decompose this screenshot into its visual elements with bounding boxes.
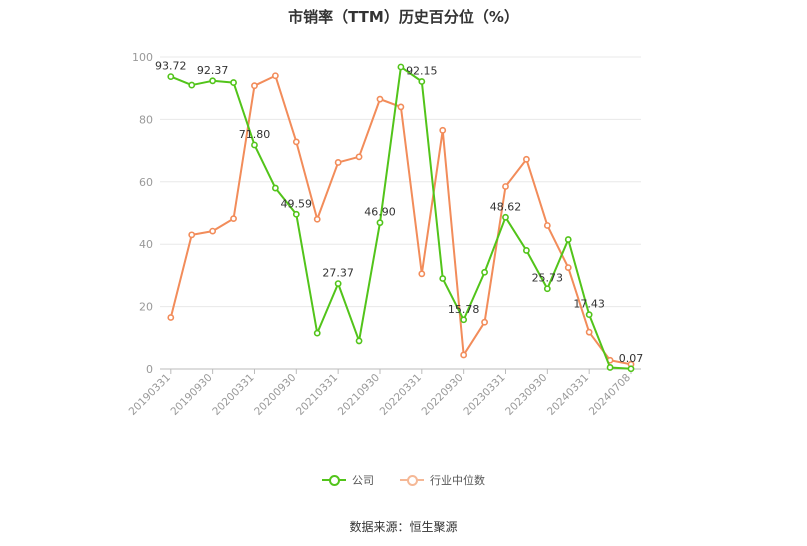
series-company [167,63,635,373]
industry-point [585,328,593,336]
industry-point [481,318,488,326]
industry-point [292,138,300,146]
company-point [334,280,342,288]
y-tick-label: 40 [139,238,153,251]
data-source: 数据来源：恒生聚源 [349,520,458,534]
y-tick-label: 0 [146,363,153,376]
x-tick-label: 20190331 [127,372,173,418]
x-tick-label: 20200331 [210,372,256,418]
industry-point [418,270,426,278]
company-point [543,285,551,293]
legend-item-company[interactable]: 公司 [322,472,374,488]
y-tick-label: 100 [132,51,153,64]
x-tick-label: 20220930 [419,372,465,418]
company-point [460,316,468,324]
data-label: 92.37 [197,64,229,77]
x-axis: 2019033120190930202003312020093020210331… [127,368,641,418]
company-point [481,268,488,276]
data-label: 71.80 [239,128,271,141]
data-label: 49.59 [281,197,313,210]
x-tick-label: 20200930 [252,372,298,418]
industry-point [376,95,384,103]
data-label: 0.07 [619,352,644,365]
data-label: 27.37 [322,267,354,280]
x-tick-label: 20220331 [378,372,424,418]
x-tick-label: 20240708 [587,372,633,418]
industry-point [313,215,321,223]
company-point [585,311,593,319]
data-label: 25.73 [532,272,564,285]
data-label: 93.72 [155,60,187,73]
company-point [292,210,300,218]
legend-item-industry[interactable]: 行业中位数 [400,472,485,488]
y-tick-label: 60 [139,176,153,189]
series-industry [167,72,635,368]
industry-point [460,351,468,359]
company-point [313,329,321,337]
company-point [523,247,530,254]
company-point [167,73,175,80]
y-tick-label: 20 [139,301,153,314]
y-tick-label: 80 [139,113,153,126]
data-label: 92.15 [406,64,438,77]
x-tick-label: 20210331 [294,372,340,418]
chart-title: 市销率（TTM）历史百分位（%） [288,8,519,26]
company-point [188,81,196,89]
industry-point [355,153,363,161]
company-point [606,364,614,371]
industry-point [439,126,447,134]
data-label: 48.62 [490,200,522,213]
data-label: 15.78 [448,303,480,316]
x-tick-label: 20210930 [336,372,382,418]
industry-point [523,155,530,163]
data-label: 17.43 [573,298,605,311]
legend-company-marker-icon [322,474,346,486]
company-point [230,79,237,86]
x-tick-label: 20230331 [461,372,507,418]
legend-industry-label: 行业中位数 [430,474,485,487]
legend-company-label: 公司 [352,474,374,487]
data-label: 46.90 [364,206,396,219]
company-point [251,141,258,149]
industry-point [188,231,196,239]
industry-point [502,183,509,190]
industry-point [564,264,572,271]
company-point [418,78,426,85]
company-point [397,63,405,71]
company-point [355,337,363,345]
industry-point [251,82,258,90]
x-tick-label: 20230930 [503,372,549,418]
industry-point [543,222,551,229]
company-point [627,365,635,373]
x-tick-label: 20190930 [168,372,214,418]
data-labels: 93.72 92.37 71.80 49.59 27.37 46.90 92.15 15.78… [155,60,643,365]
company-point [564,236,572,243]
x-tick-label: 20240331 [545,372,591,418]
company-point [439,275,447,282]
legend-industry-marker-icon [400,474,424,486]
legend: 公司 行业中位数 [0,472,807,488]
industry-point [209,227,217,235]
y-axis-ticks: 0 20 40 60 80 100 [132,51,153,376]
industry-point [397,103,405,111]
industry-point [334,159,342,166]
company-point [209,77,217,85]
company-point [376,219,384,227]
industry-point [271,72,279,80]
company-point [502,213,509,221]
industry-point [230,215,237,223]
industry-point [167,314,175,321]
company-point [271,184,279,192]
